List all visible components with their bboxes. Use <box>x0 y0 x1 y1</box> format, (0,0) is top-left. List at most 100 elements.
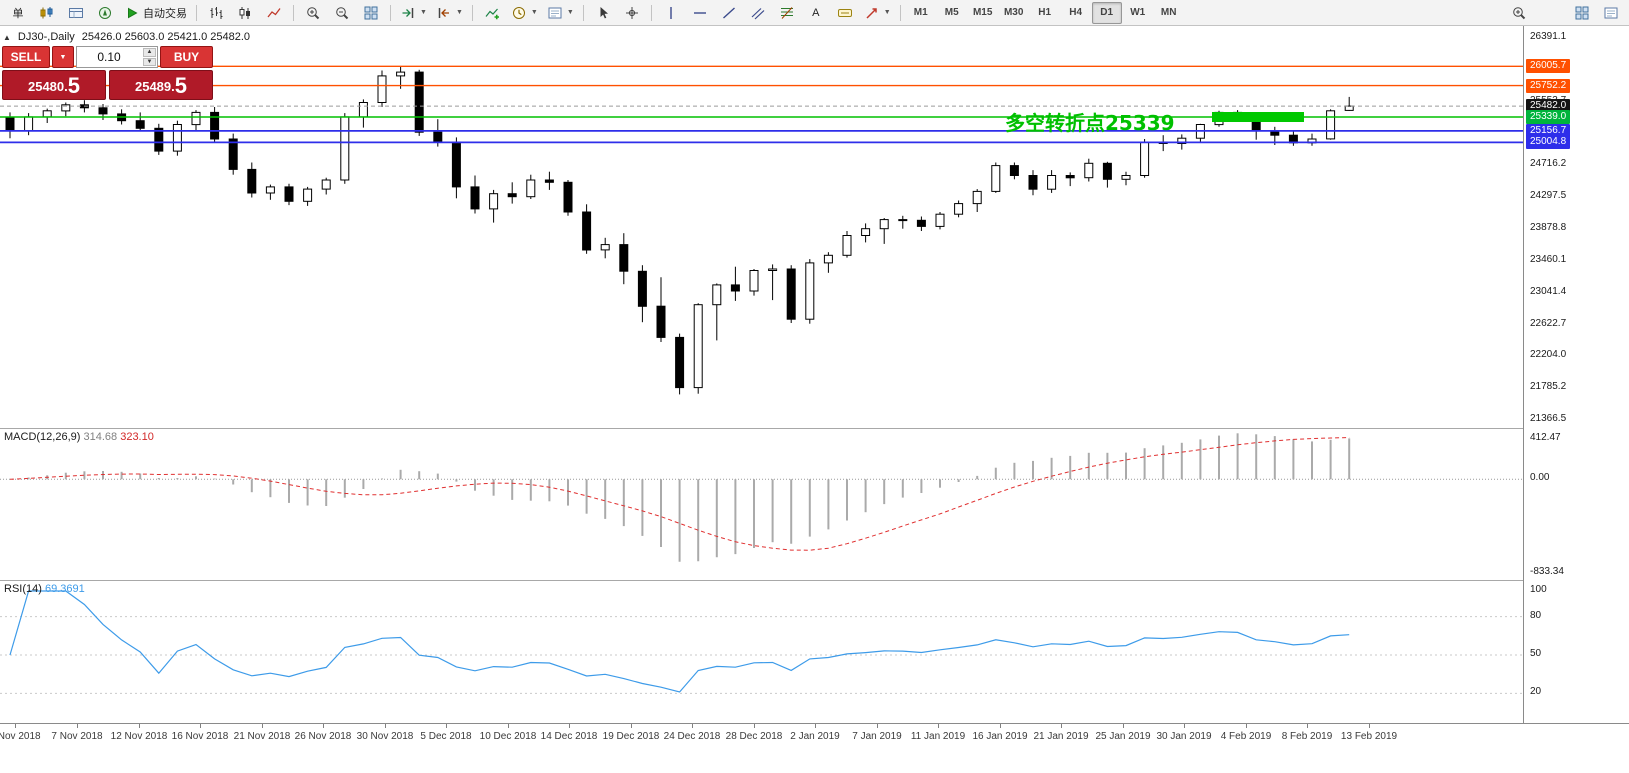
zoom-in-icon <box>307 6 320 19</box>
date-label: 30 Jan 2019 <box>1156 731 1212 742</box>
date-label: 16 Jan 2019 <box>972 731 1028 742</box>
zoom-in-icon <box>1513 6 1526 19</box>
turning-point-annotation[interactable]: 多空转折点25339 <box>1005 111 1175 135</box>
one-click-options-button[interactable]: ▼ <box>52 46 74 68</box>
date-label: 13 Feb 2019 <box>1340 731 1398 742</box>
lot-increase-button[interactable]: ▲ <box>143 48 156 57</box>
timeframe-mn-button[interactable]: MN <box>1160 7 1177 18</box>
sell-button[interactable]: SELL <box>2 46 50 68</box>
toolbar-separator <box>293 4 294 21</box>
auto-scroll-button[interactable]: ▼ <box>396 2 431 24</box>
date-label: 21 Nov 2018 <box>233 731 291 742</box>
periods-button[interactable]: ▼ <box>507 2 542 24</box>
fibo-icon <box>780 6 793 19</box>
data-window-button[interactable] <box>62 2 90 24</box>
chart-ohlc-values: 25426.0 25603.0 25421.0 25482.0 <box>81 31 250 43</box>
buy-price-button[interactable]: 25489. 5 <box>109 70 213 100</box>
price-axis-label: 22204.0 <box>1528 349 1569 362</box>
time-axis-tick <box>877 724 878 728</box>
date-label: 16 Nov 2018 <box>171 731 229 742</box>
candlestick-chart-button[interactable] <box>231 2 259 24</box>
rsi-axis-label: 100 <box>1528 584 1549 596</box>
sell-price-button[interactable]: 25480. 5 <box>2 70 106 100</box>
template-icon <box>548 7 562 18</box>
vertical-line-button[interactable] <box>657 2 685 24</box>
fibonacci-retracement-button[interactable] <box>773 2 801 24</box>
time-axis-tick <box>1061 724 1062 728</box>
trendline-icon <box>722 6 735 19</box>
horizontal-line-tool-button[interactable] <box>686 2 714 24</box>
timeframe-w1-button[interactable]: W1 <box>1130 7 1146 18</box>
market-watch-button[interactable] <box>33 2 61 24</box>
chart-shift-button[interactable]: ▼ <box>432 2 467 24</box>
crosshair-button[interactable] <box>618 2 646 24</box>
vline-icon <box>670 6 672 19</box>
autotrading-button[interactable]: 自动交易 <box>120 2 191 24</box>
trendline-button[interactable] <box>715 2 743 24</box>
date-label: 5 Dec 2018 <box>420 731 472 742</box>
timeframe-m30-button[interactable]: M30 <box>1003 7 1024 18</box>
text-label-button[interactable] <box>831 2 859 24</box>
date-label: 2 Jan 2019 <box>790 731 840 742</box>
date-label: 10 Dec 2018 <box>479 731 537 742</box>
timeframe-m15-button[interactable]: M15 <box>972 7 993 18</box>
templates-button[interactable]: ▼ <box>543 2 578 24</box>
arrow-obj-icon <box>866 7 877 19</box>
equidistant-channel-button[interactable] <box>744 2 772 24</box>
date-label: 7 Jan 2019 <box>852 731 902 742</box>
price-chart-plot: 多空转折点25339 <box>0 26 1523 433</box>
play-green-icon <box>128 7 138 18</box>
chart-window-list-button[interactable] <box>1597 2 1625 24</box>
tile-windows-button[interactable] <box>357 2 385 24</box>
buy-button[interactable]: BUY <box>160 46 213 68</box>
time-axis-tick <box>1369 724 1370 728</box>
timeframe-h4-button[interactable]: H4 <box>1069 7 1083 18</box>
bars-icon <box>210 6 223 19</box>
lot-decrease-button[interactable]: ▼ <box>143 57 156 66</box>
chart-title: ▲ DJ30-,Daily 25426.0 25603.0 25421.0 25… <box>3 31 250 43</box>
text-tool-button[interactable]: A <box>812 6 820 19</box>
line-chart-button[interactable] <box>260 2 288 24</box>
price-chart-svg: 多空转折点25339 <box>0 65 1523 395</box>
time-axis-tick <box>323 724 324 728</box>
collapse-one-click-arrow[interactable]: ▲ <box>3 32 11 42</box>
arrows-button[interactable]: ▼ <box>860 2 895 24</box>
indicators-button[interactable] <box>478 2 506 24</box>
time-axis-tick <box>1000 724 1001 728</box>
timeframe-m5-button[interactable]: M5 <box>944 7 959 18</box>
chart-window-tile-button[interactable] <box>1568 2 1596 24</box>
date-label: 8 Feb 2019 <box>1281 731 1333 742</box>
timeframe-d1-button[interactable]: D1 <box>1091 1 1122 24</box>
price-axis-label: 23460.1 <box>1528 253 1569 266</box>
zoom-out-icon <box>336 6 349 19</box>
time-axis-tick <box>815 724 816 728</box>
zoom-out-button[interactable] <box>328 2 356 24</box>
date-label: 21 Jan 2019 <box>1033 731 1089 742</box>
cursor-button[interactable] <box>589 2 617 24</box>
rsi-label: RSI(14) 69.3691 <box>4 583 85 595</box>
crosshair-icon <box>625 6 638 19</box>
price-axis-label: 23878.8 <box>1528 222 1569 234</box>
rsi-axis-label: 50 <box>1528 648 1544 660</box>
lot-size-field: ▲ ▼ <box>76 46 158 68</box>
timeframe-h1-button[interactable]: H1 <box>1038 7 1052 18</box>
main-chart-panel: 多空转折点25339 ▲ DJ30-,Daily 25426.0 25603.0… <box>0 26 1523 428</box>
price-tag: 26005.7 <box>1526 59 1571 74</box>
search-button[interactable] <box>1505 2 1533 24</box>
navigator-button[interactable] <box>91 2 119 24</box>
bar-chart-button[interactable] <box>202 2 230 24</box>
turning-point-rectangle[interactable] <box>1212 112 1304 122</box>
buy-price-int: 25489. <box>134 79 175 94</box>
clock-icon <box>512 6 525 19</box>
price-axis[interactable]: 26391.125553.724716.224297.523878.823460… <box>1523 26 1629 723</box>
sell-price-frac: 5 <box>67 73 80 98</box>
lot-size-input[interactable] <box>77 49 141 65</box>
new-order-button[interactable]: 单 <box>12 7 24 20</box>
hline-icon <box>693 11 706 14</box>
timeframe-m1-button[interactable]: M1 <box>913 7 928 18</box>
zoom-in-button[interactable] <box>299 2 327 24</box>
date-label: 4 Feb 2019 <box>1220 731 1272 742</box>
channel-icon <box>751 7 765 19</box>
time-axis-tick <box>692 724 693 728</box>
